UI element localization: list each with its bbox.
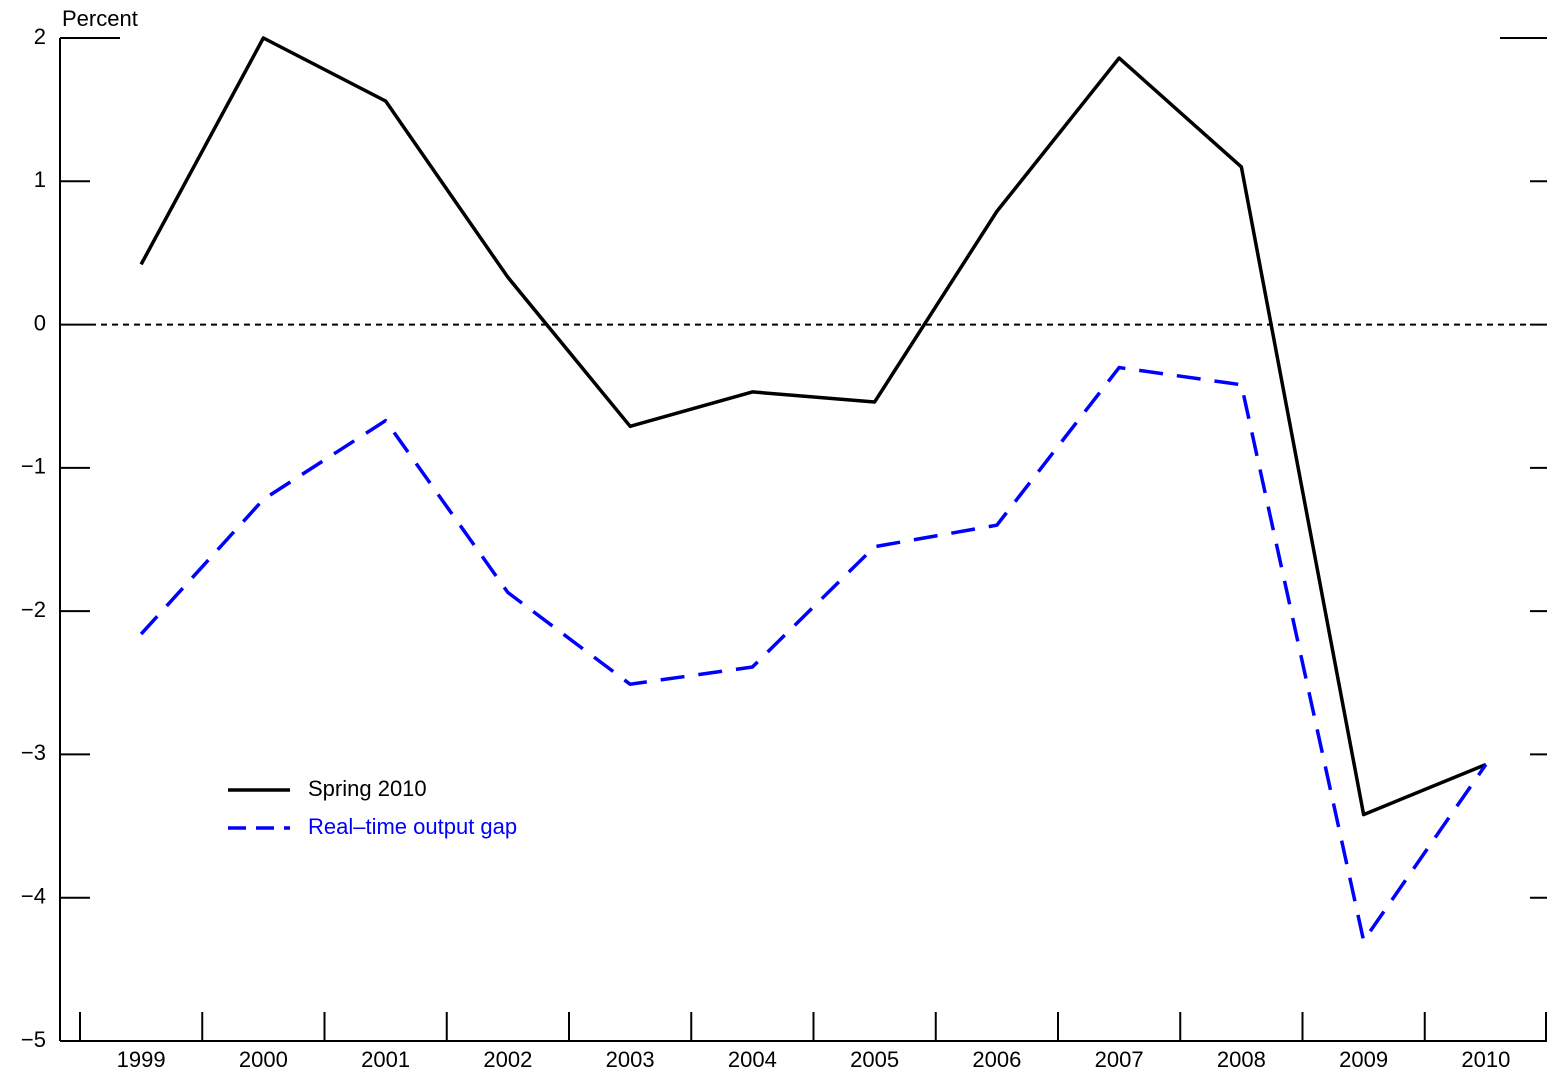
x-tick-label: 2006 — [972, 1047, 1021, 1072]
x-tick-label: 2009 — [1339, 1047, 1388, 1072]
legend-label: Real–time output gap — [308, 814, 517, 839]
x-tick-label: 2002 — [483, 1047, 532, 1072]
y-tick-label: −1 — [21, 454, 46, 479]
series-line — [139, 365, 1488, 943]
y-tick-label: −2 — [21, 597, 46, 622]
x-tick-label: 2010 — [1461, 1047, 1510, 1072]
y-tick-label: 0 — [34, 310, 46, 335]
legend-label: Spring 2010 — [308, 776, 427, 801]
y-tick-label: −4 — [21, 884, 46, 909]
x-tick-label: 1999 — [117, 1047, 166, 1072]
x-tick-label: 2004 — [728, 1047, 777, 1072]
series-line — [139, 36, 1487, 817]
x-tick-label: 2003 — [606, 1047, 655, 1072]
y-tick-label: −5 — [21, 1027, 46, 1052]
y-tick-label: 1 — [34, 167, 46, 192]
x-tick-label: 2000 — [239, 1047, 288, 1072]
x-tick-label: 2005 — [850, 1047, 899, 1072]
y-tick-label: 2 — [34, 24, 46, 49]
x-tick-label: 2001 — [361, 1047, 410, 1072]
y-tick-label: −3 — [21, 740, 46, 765]
x-tick-label: 2008 — [1217, 1047, 1266, 1072]
y-axis-label: Percent — [62, 6, 138, 31]
x-tick-label: 2007 — [1095, 1047, 1144, 1072]
